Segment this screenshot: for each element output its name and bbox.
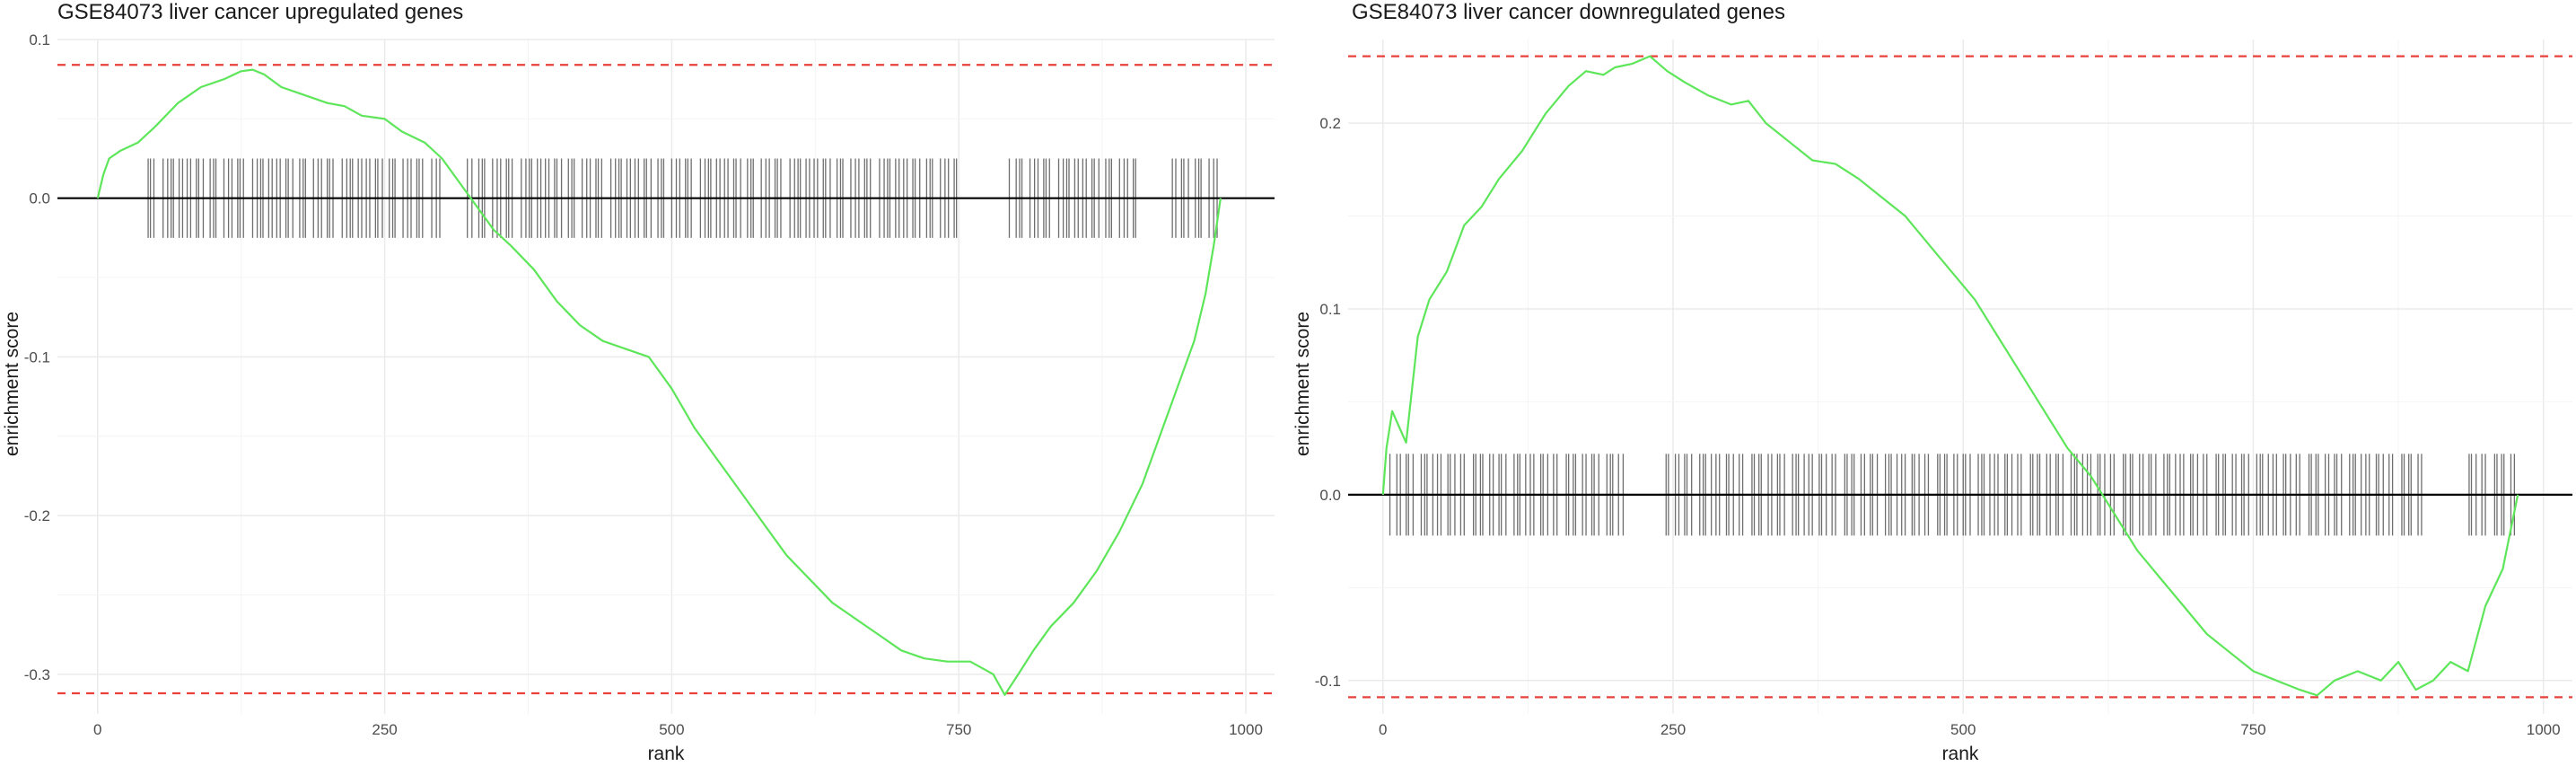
x-tick-label: 0 (1379, 721, 1387, 738)
enrichment-chart-upregulated: 0.1 0.0 -0.1 -0.2 -0.3 0 250 500 750 1000 rank enri… (2, 31, 1275, 764)
x-tick-label: 750 (946, 721, 971, 738)
chart-title: GSE84073 liver cancer downregulated gene… (1352, 0, 1785, 24)
chart-panel-downregulated: GSE84073 liver cancer downregulated gene… (1289, 0, 2576, 775)
x-tick-label: 1000 (1229, 721, 1263, 738)
y-tick-label: 0.1 (29, 31, 50, 48)
x-tick-label: 1000 (2527, 721, 2561, 738)
y-tick-label: 0.1 (1319, 301, 1341, 318)
x-tick-label: 250 (1660, 721, 1686, 738)
y-tick-label: 0.0 (29, 190, 50, 207)
x-tick-label: 250 (372, 721, 397, 738)
y-tick-label: 0.0 (1319, 487, 1341, 504)
y-tick-label: 0.2 (1319, 115, 1341, 132)
y-tick-label: -0.1 (24, 348, 50, 365)
enrichment-score-line (96, 68, 1222, 696)
x-axis-label: rank (648, 744, 685, 764)
x-tick-label: 500 (1950, 721, 1976, 738)
enrichment-score-line (1381, 55, 2519, 697)
y-tick-label: -0.1 (1315, 673, 1341, 690)
y-axis-label: enrichment score (2, 312, 22, 456)
x-axis-label: rank (1942, 744, 1979, 764)
y-tick-label: -0.3 (24, 666, 50, 683)
gridlines (1348, 40, 2572, 714)
gridlines (57, 39, 1275, 714)
chart-title: GSE84073 liver cancer upregulated genes (57, 0, 464, 24)
x-tick-label: 750 (2240, 721, 2265, 738)
enrichment-chart-downregulated: 0.2 0.1 0.0 -0.1 0 250 500 750 1000 rank enrichmen… (1292, 40, 2572, 764)
x-tick-label: 500 (659, 721, 684, 738)
x-tick-label: 0 (93, 721, 101, 738)
y-axis-label: enrichment score (1292, 312, 1313, 456)
y-tick-label: -0.2 (24, 507, 50, 524)
chart-panel-upregulated: GSE84073 liver cancer upregulated genes … (2, 0, 1275, 764)
